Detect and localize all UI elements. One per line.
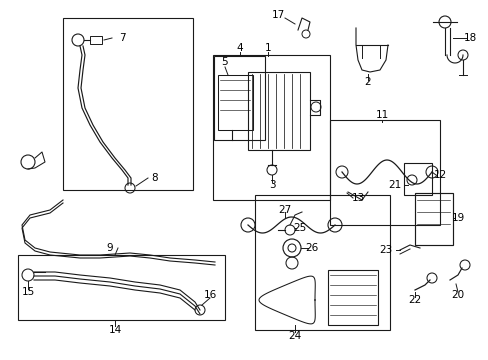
Text: 13: 13 [351,193,364,203]
Text: 9: 9 [106,243,113,253]
Text: 18: 18 [463,33,476,43]
Bar [90,36,102,44]
Text: 7: 7 [119,33,125,43]
Text: 20: 20 [450,290,464,300]
Text: 12: 12 [432,170,446,180]
Bar [254,195,389,330]
Text: 5: 5 [221,57,228,67]
Text: 27: 27 [278,205,291,215]
Text: 3: 3 [268,180,275,190]
Text: 15: 15 [21,287,35,297]
Bar [414,193,452,245]
Text: 11: 11 [375,110,388,120]
Text: 23: 23 [379,245,392,255]
Text: 8: 8 [151,173,158,183]
Text: 16: 16 [203,290,216,300]
Text: 24: 24 [288,331,301,341]
Bar [63,18,193,190]
Text: 22: 22 [407,295,421,305]
Text: 2: 2 [364,77,370,87]
Text: 19: 19 [450,213,464,223]
Bar [213,55,329,200]
Text: 14: 14 [108,325,122,335]
Bar [247,72,309,150]
Bar [18,255,224,320]
Text: 25: 25 [293,223,306,233]
Text: 21: 21 [387,180,401,190]
Bar [214,56,264,140]
Bar [218,75,252,130]
Text: 26: 26 [305,243,318,253]
Text: 17: 17 [271,10,284,20]
Bar [403,163,431,195]
Text: 1: 1 [264,43,271,53]
Text: 4: 4 [236,43,243,53]
Bar [329,120,439,225]
Bar [327,270,377,325]
